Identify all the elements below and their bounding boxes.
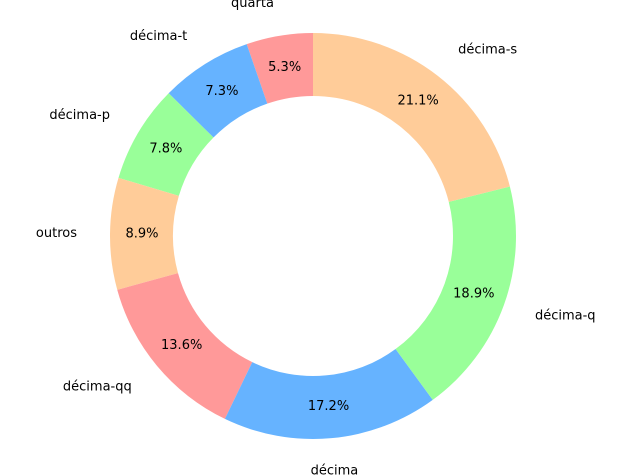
slice-decima-qq bbox=[117, 273, 253, 419]
label-decima-q: décima-q bbox=[535, 309, 596, 324]
slice-quarta bbox=[246, 33, 313, 104]
label-quarta: quarta bbox=[231, 0, 274, 11]
label-decima-t: décima-t bbox=[130, 29, 187, 44]
slice-decima bbox=[224, 349, 433, 440]
label-decima-s: décima-s bbox=[458, 42, 517, 57]
value-label-decima-q: 18.9% bbox=[453, 287, 494, 302]
label-decima: décima bbox=[311, 464, 359, 476]
slice-decima-q bbox=[395, 186, 516, 400]
value-label-decima-s: 21.1% bbox=[397, 94, 438, 109]
value-label-decima-t: 7.3% bbox=[205, 84, 238, 99]
label-outros: outros bbox=[36, 226, 77, 241]
value-label-decima-qq: 13.6% bbox=[161, 338, 202, 353]
slice-outros bbox=[109, 177, 179, 290]
slice-decima-s bbox=[313, 33, 510, 202]
donut-labels: quarta 5.3% décima-t 7.3% décima-p 7.8% outros… bbox=[36, 0, 596, 476]
value-label-decima-p: 7.8% bbox=[149, 141, 182, 156]
label-decima-qq: décima-qq bbox=[63, 380, 132, 395]
value-label-outros: 8.9% bbox=[125, 227, 158, 242]
donut-slices bbox=[109, 33, 516, 440]
label-decima-p: décima-p bbox=[49, 108, 110, 123]
value-label-decima: 17.2% bbox=[308, 399, 349, 414]
slice-decima-p bbox=[118, 93, 214, 196]
value-label-quarta: 5.3% bbox=[268, 60, 301, 75]
slice-decima-t bbox=[168, 44, 268, 138]
